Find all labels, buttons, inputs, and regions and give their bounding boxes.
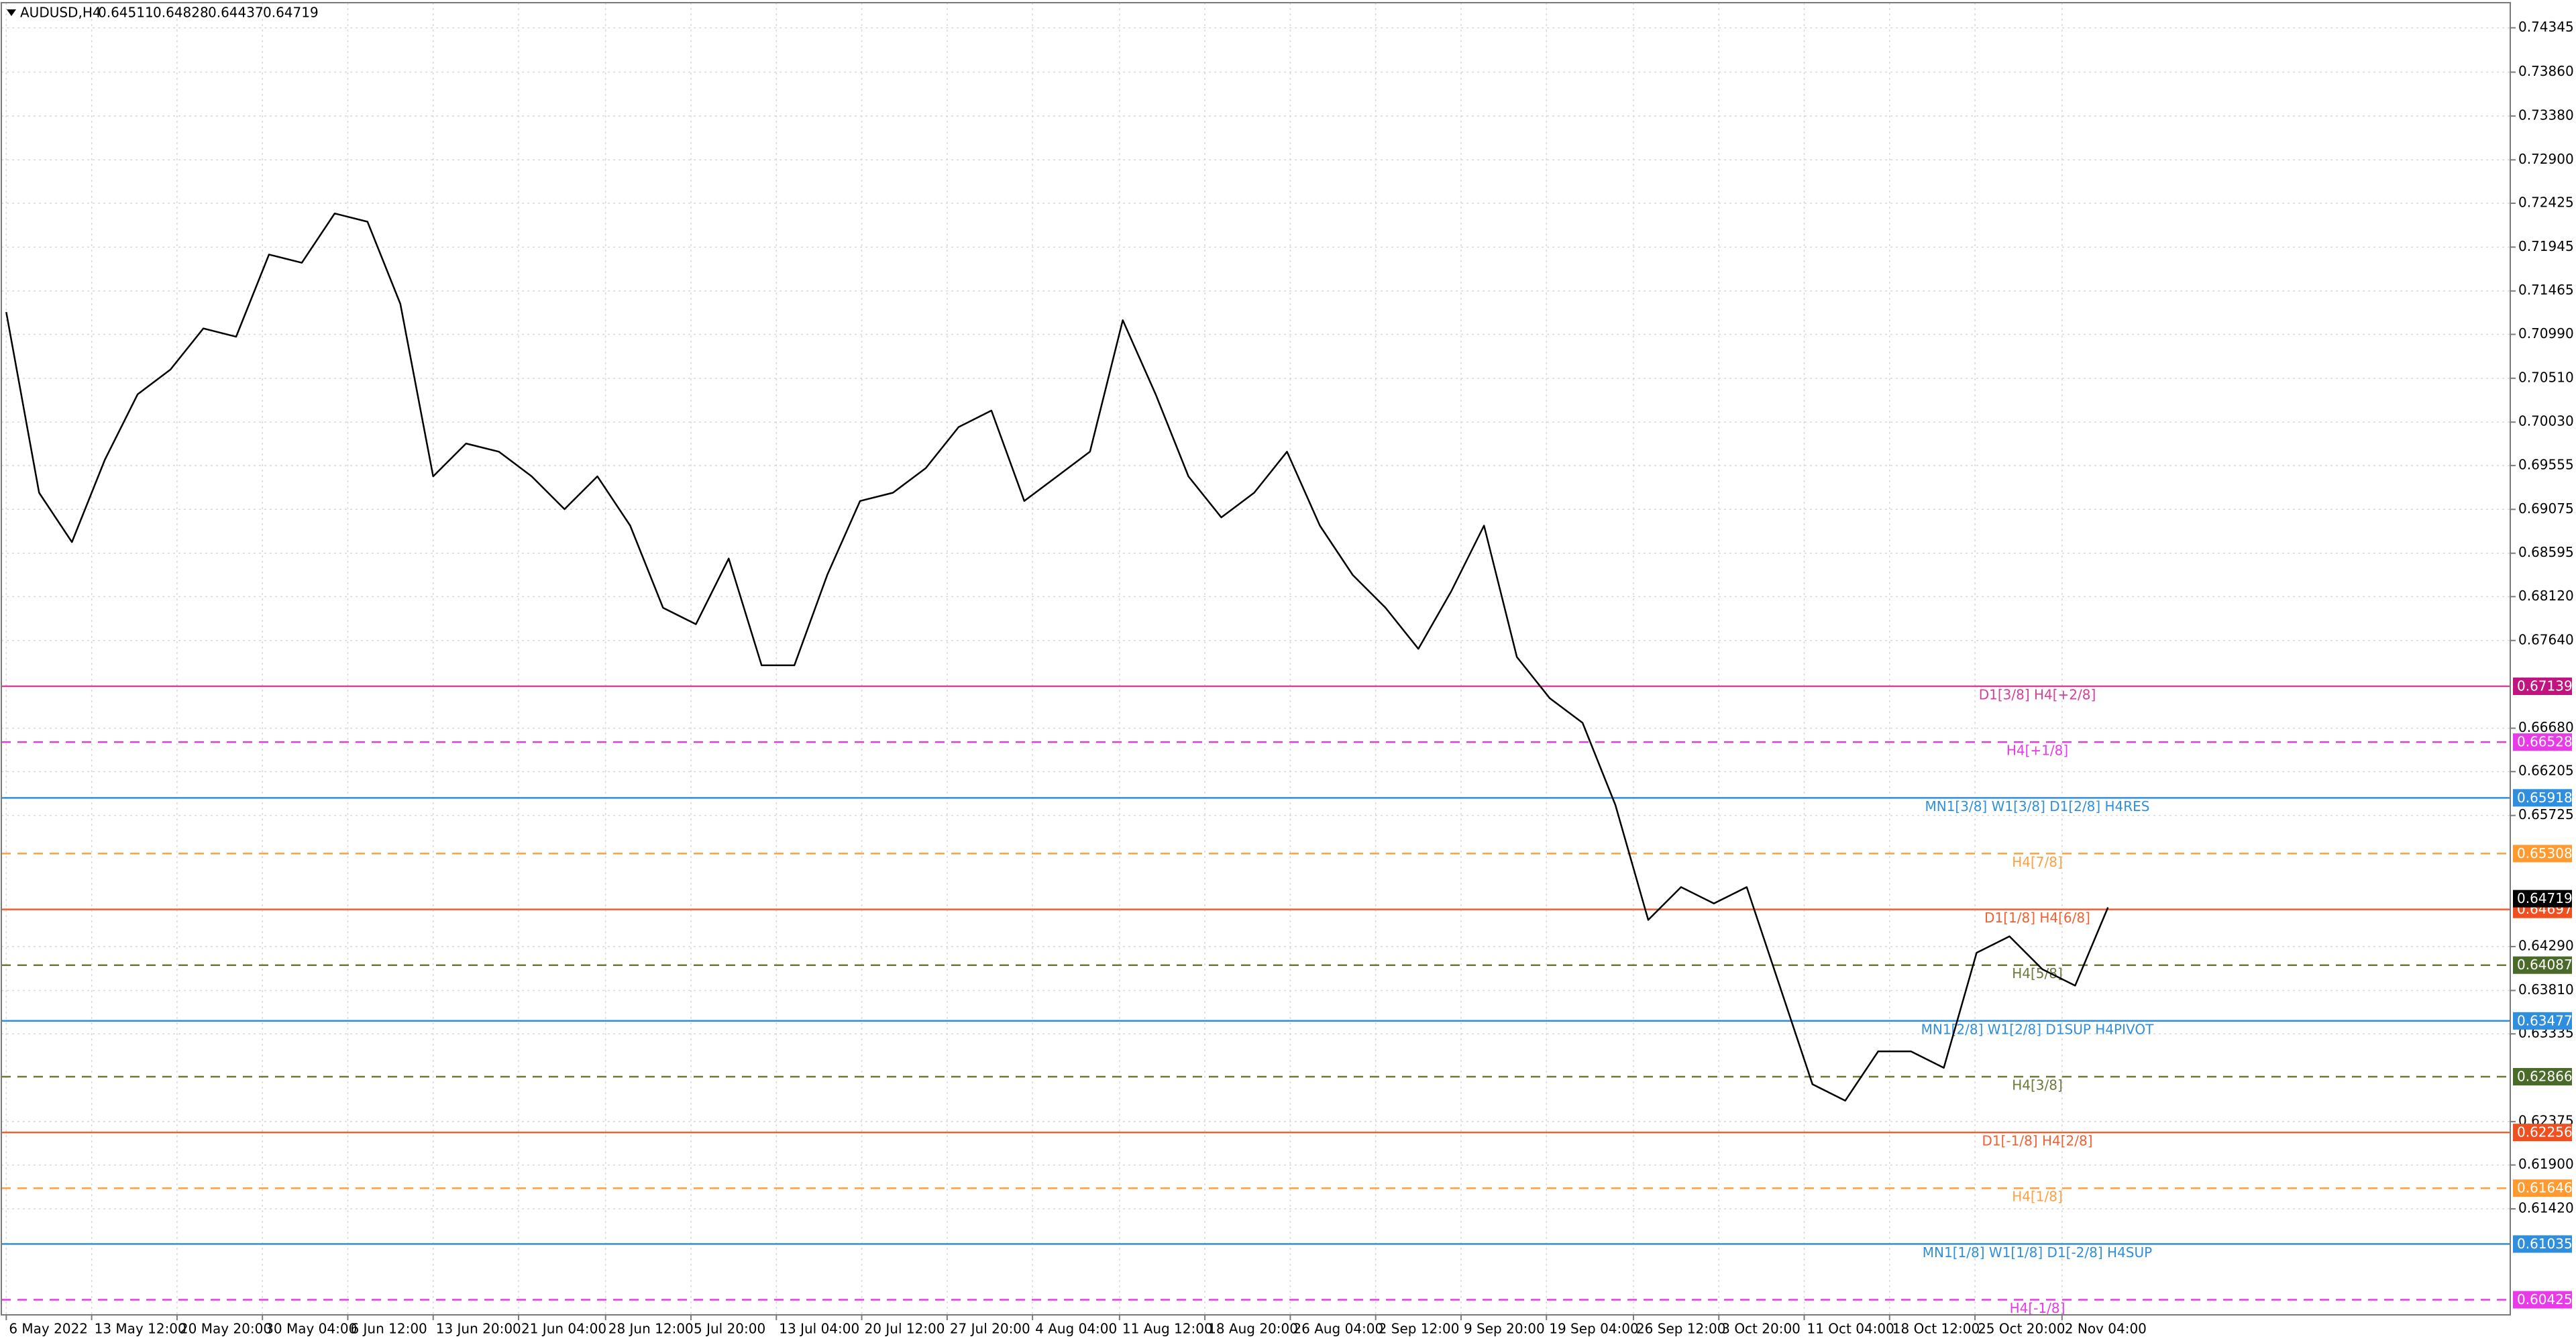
price-box-label: 0.61646	[2517, 1180, 2573, 1196]
price-box	[2513, 1012, 2572, 1030]
level-label: H4[+1/8]	[2006, 743, 2068, 759]
price-box-label: 0.62866	[2517, 1069, 2573, 1085]
open-price: 0.64511	[98, 5, 154, 21]
plot-border	[1, 2, 2511, 1316]
x-tick-label: 2 Nov 04:00	[2065, 1321, 2147, 1337]
price-box	[2513, 789, 2572, 807]
price-box-label: 0.60425	[2517, 1291, 2573, 1307]
x-tick-label: 26 Aug 04:00	[1293, 1321, 1383, 1337]
price-box	[2513, 956, 2572, 974]
price-box	[2513, 1179, 2572, 1197]
y-tick-label: 0.68595	[2518, 544, 2574, 560]
axes: 0.74345 0.73860 0.73380 0.72900 0.72425 0.719…	[5, 19, 2574, 1337]
level-label: MN1[1/8] W1[1/8] D1[-2/8] H4SUP	[1923, 1244, 2152, 1261]
x-tick-label: 20 Jul 12:00	[865, 1321, 945, 1337]
price-box-label: 0.65308	[2517, 845, 2573, 861]
y-tick-label: 0.72425	[2518, 194, 2574, 210]
y-tick-label: 0.61420	[2518, 1199, 2574, 1216]
price-box-label: 0.63477	[2517, 1012, 2573, 1028]
y-tick-label: 0.68120	[2518, 588, 2574, 604]
y-tick-label: 0.61900	[2518, 1156, 2574, 1172]
price-line	[5, 212, 2109, 1102]
y-tick-label: 0.65725	[2518, 806, 2574, 822]
y-tick-label: 0.73380	[2518, 107, 2574, 123]
level-label: MN1[2/8] W1[2/8] D1SUP H4PIVOT	[1921, 1021, 2154, 1037]
price-box	[2513, 677, 2572, 695]
x-tick-label: 25 Oct 20:00	[1978, 1321, 2065, 1337]
x-tick-label: 11 Oct 04:00	[1807, 1321, 1894, 1337]
level-label: D1[1/8] H4[6/8]	[1984, 910, 2090, 926]
x-tick-label: 18 Aug 20:00	[1208, 1321, 1298, 1337]
level-label: H4[-1/8]	[2010, 1300, 2065, 1316]
x-tick-label: 9 Sep 20:00	[1464, 1321, 1545, 1337]
x-tick-label: 5 Jul 20:00	[694, 1321, 765, 1337]
level-label: H4[5/8]	[2012, 965, 2063, 981]
x-tick-label: 13 Jun 20:00	[436, 1321, 521, 1337]
x-tick-label: 28 Jun 12:00	[608, 1321, 694, 1337]
menu-arrow[interactable]	[7, 9, 16, 16]
x-tick-label: 18 Oct 12:00	[1892, 1321, 1980, 1337]
low-price: 0.64437	[208, 5, 264, 21]
price-box	[2513, 1291, 2572, 1309]
y-tick-label: 0.63810	[2518, 981, 2574, 998]
price-box-label: 0.62256	[2517, 1124, 2573, 1140]
price-box-label: 0.64087	[2517, 957, 2573, 973]
level-label: H4[7/8]	[2012, 854, 2063, 870]
price-box	[2513, 1235, 2572, 1253]
x-tick-label: 20 May 20:00	[180, 1321, 272, 1337]
high-price: 0.64828	[153, 5, 209, 21]
x-tick-label: 13 May 12:00	[95, 1321, 186, 1337]
level-label: MN1[3/8] W1[3/8] D1[2/8] H4RES	[1925, 798, 2149, 814]
x-tick-label: 6 Jun 12:00	[350, 1321, 427, 1337]
level-label: D1[-1/8] H4[2/8]	[1982, 1133, 2092, 1149]
price-box	[2513, 1068, 2572, 1086]
y-tick-label: 0.66680	[2518, 719, 2574, 735]
plot	[5, 212, 2109, 1102]
y-tick-label: 0.67640	[2518, 631, 2574, 647]
price-box	[2513, 733, 2572, 751]
current-price-label: 0.64719	[2517, 890, 2573, 906]
price-box-label: 0.67139	[2517, 678, 2573, 694]
x-tick-label: 4 Aug 04:00	[1035, 1321, 1117, 1337]
x-tick-label: 19 Sep 04:00	[1549, 1321, 1639, 1337]
y-tick-label: 0.66205	[2518, 763, 2574, 779]
x-tick-label: 26 Sep 12:00	[1636, 1321, 1726, 1337]
symbol: AUDUSD,H4	[20, 5, 101, 21]
x-tick-label: 2 Sep 12:00	[1379, 1321, 1460, 1337]
y-tick-label: 0.64290	[2518, 938, 2574, 954]
levels: D1[3/8] H4[+2/8] H4[+1/8] MN1[3/8] W1[3/8]…	[1, 685, 2510, 1316]
x-tick-label: 6 May 2022	[9, 1321, 88, 1337]
level-label: D1[3/8] H4[+2/8]	[1979, 686, 2096, 702]
y-tick-label: 0.69075	[2518, 500, 2574, 517]
price-box	[2513, 845, 2572, 863]
current-price-box	[2513, 890, 2572, 908]
price-box	[2513, 1124, 2572, 1142]
x-tick-label: 30 May 04:00	[265, 1321, 357, 1337]
grid	[1, 3, 2510, 1315]
x-tick-label: 3 Oct 20:00	[1721, 1321, 1801, 1337]
level-label: H4[1/8]	[2012, 1189, 2063, 1205]
close-price: 0.64719	[263, 5, 319, 21]
y-tick-label: 0.74345	[2518, 19, 2574, 35]
y-tick-label: 0.70030	[2518, 413, 2574, 429]
y-tick-label: 0.73860	[2518, 63, 2574, 79]
price-box-label: 0.65918	[2517, 790, 2573, 806]
y-tick-label: 0.71945	[2518, 238, 2574, 254]
price-box-label: 0.61035	[2517, 1236, 2573, 1252]
y-tick-label: 0.71465	[2518, 282, 2574, 298]
y-tick-label: 0.70510	[2518, 369, 2574, 385]
level-label: H4[3/8]	[2012, 1077, 2063, 1093]
price-box-label: 0.66528	[2517, 734, 2573, 750]
y-tick-label: 0.72900	[2518, 151, 2574, 167]
x-tick-label: 21 Jun 04:00	[521, 1321, 606, 1337]
x-tick-label: 27 Jul 20:00	[950, 1321, 1030, 1337]
y-tick-label: 0.69555	[2518, 456, 2574, 472]
x-tick-label: 11 Aug 12:00	[1122, 1321, 1213, 1337]
y-tick-label: 0.70990	[2518, 325, 2574, 341]
x-tick-label: 13 Jul 04:00	[779, 1321, 859, 1337]
